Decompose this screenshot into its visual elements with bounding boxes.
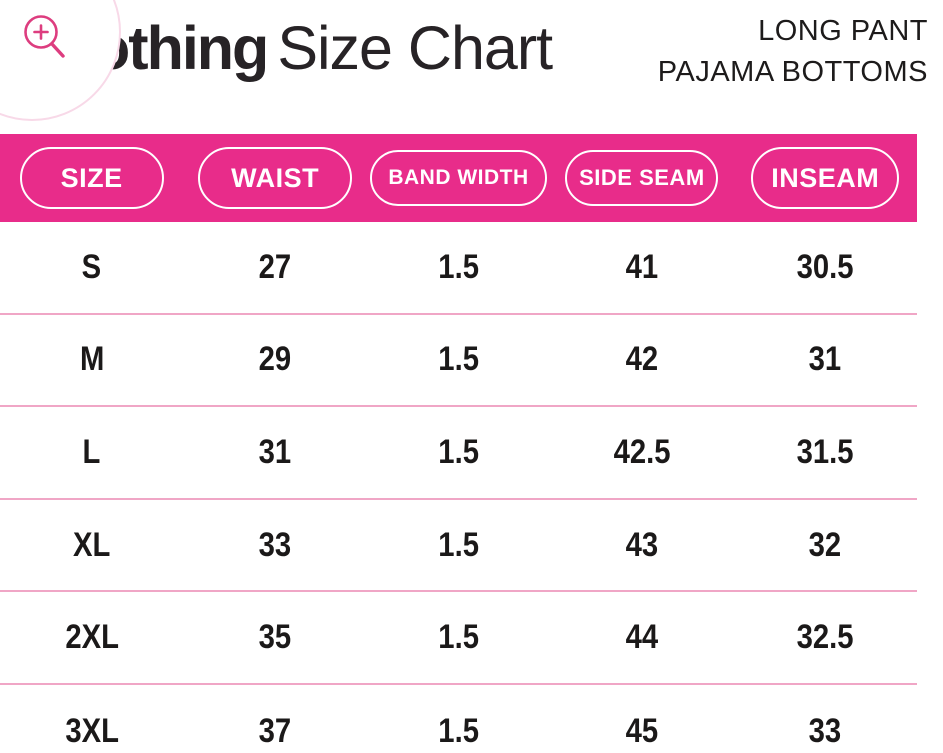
table-cell: 31 (809, 340, 842, 379)
table-cell: S (81, 247, 102, 286)
table-cell: L (82, 432, 101, 471)
table-cell: 1.5 (438, 432, 479, 471)
table-cell: XL (73, 525, 111, 564)
page-title-suffix: Size Chart (277, 14, 553, 82)
size-table-body: S 27 1.5 41 30.5 M 29 1.5 42 31 L 31 1.5 42.5 31.5 XL 33… (0, 222, 917, 753)
table-cell: 44 (625, 618, 659, 657)
table-cell: 42 (625, 340, 659, 379)
column-header-waist: WAIST (198, 147, 353, 209)
table-row-m: M 29 1.5 42 31 (0, 315, 917, 408)
column-header-band-width: BAND WIDTH (369, 150, 547, 206)
table-row-2xl: 2XL 35 1.5 44 32.5 (0, 592, 917, 685)
table-cell: 31.5 (796, 432, 854, 471)
table-header-row: SIZE WAIST BAND WIDTH SIDE SEAM INSEAM (0, 134, 917, 222)
table-cell: 42.5 (613, 432, 671, 471)
page-title-brand-fragment: othing (93, 14, 269, 82)
table-cell: 43 (625, 525, 659, 564)
table-cell: 2XL (64, 618, 119, 657)
column-header-inseam: INSEAM (751, 147, 900, 209)
table-cell: 35 (258, 618, 292, 657)
magnifier-plus-icon[interactable] (0, 0, 80, 78)
table-row-s: S 27 1.5 41 30.5 (0, 222, 917, 315)
table-row-l: L 31 1.5 42.5 31.5 (0, 407, 917, 500)
table-cell: 27 (258, 247, 292, 286)
table-cell: 3XL (64, 711, 119, 750)
table-row-3xl: 3XL 37 1.5 45 33 (0, 685, 917, 753)
table-cell: 29 (258, 340, 292, 379)
page-title: othing Size Chart (93, 18, 553, 79)
table-cell: 31 (258, 432, 292, 471)
product-name-line2: PAJAMA BOTTOMS (657, 56, 928, 88)
table-row-xl: XL 33 1.5 43 32 (0, 500, 917, 593)
table-cell: 30.5 (796, 247, 854, 286)
table-cell: 37 (258, 711, 292, 750)
column-header-size: SIZE (19, 147, 164, 209)
product-name: LONG PANT PAJAMA BOTTOMS (658, 11, 928, 93)
table-cell: 32 (809, 525, 842, 564)
table-cell: 1.5 (438, 247, 479, 286)
table-cell: 1.5 (438, 525, 479, 564)
column-header-side-seam: SIDE SEAM (565, 150, 719, 206)
table-cell: 32.5 (796, 618, 854, 657)
table-cell: 41 (625, 247, 659, 286)
product-name-line1: LONG PANT (758, 15, 928, 47)
table-cell: M (79, 340, 104, 379)
table-cell: 33 (809, 711, 842, 750)
table-cell: 1.5 (438, 618, 479, 657)
table-cell: 33 (258, 525, 292, 564)
table-cell: 1.5 (438, 711, 479, 750)
table-cell: 45 (625, 711, 659, 750)
table-cell: 1.5 (438, 340, 479, 379)
